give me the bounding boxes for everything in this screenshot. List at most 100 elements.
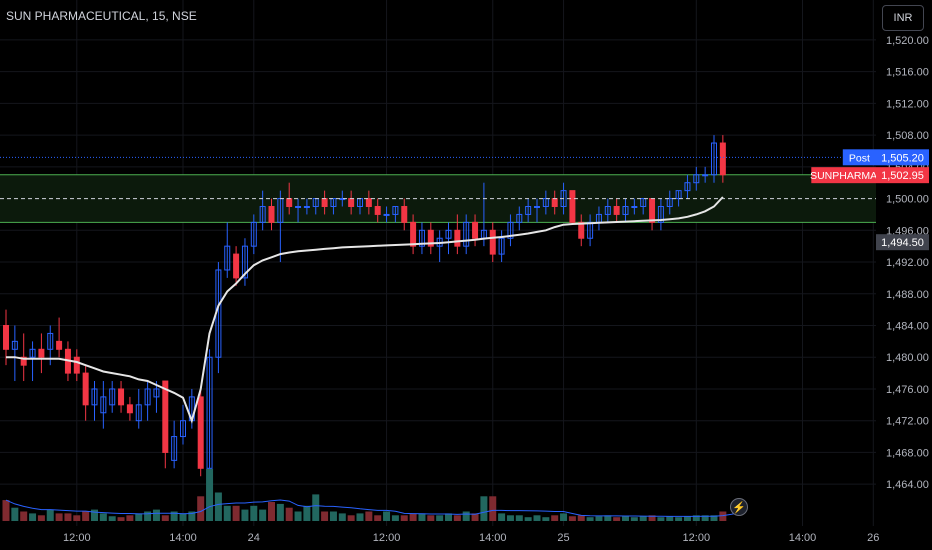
x-tick-label: 12:00 xyxy=(63,532,91,544)
volume-bar xyxy=(2,500,10,521)
candle-body xyxy=(118,388,125,406)
candle-body xyxy=(472,221,479,239)
volume-bar xyxy=(29,513,37,521)
candle-body xyxy=(463,221,470,247)
volume-bar xyxy=(108,516,116,521)
volume-bar xyxy=(533,515,541,521)
candle-body xyxy=(82,372,89,406)
volume-bar xyxy=(294,511,302,521)
y-tick-label: 1,488.00 xyxy=(886,289,929,301)
candle-body xyxy=(578,221,585,239)
volume-bar xyxy=(20,511,28,521)
volume-bar xyxy=(223,505,231,521)
volume-bar xyxy=(338,513,346,521)
volume-bar xyxy=(161,515,169,521)
volume-bar xyxy=(46,509,54,521)
volume-bar xyxy=(383,511,391,521)
vwap-layer xyxy=(6,196,724,424)
post-price-tag-bg xyxy=(842,149,876,166)
volume-bar xyxy=(489,496,497,521)
volume-bar xyxy=(91,509,98,521)
volume-bar xyxy=(453,515,461,521)
y-tick-label: 1,484.00 xyxy=(886,321,929,333)
volume-bar xyxy=(683,516,691,521)
candle-body xyxy=(427,229,434,247)
candle-body xyxy=(489,229,496,255)
volume-bar xyxy=(719,511,727,521)
volume-bar xyxy=(445,513,452,521)
candle-body xyxy=(401,206,408,223)
candle-body xyxy=(622,206,629,215)
volume-bar xyxy=(515,515,523,521)
post-price-tag-label: Post xyxy=(849,152,870,164)
y-tick-label: 1,500.00 xyxy=(886,194,929,206)
symbol-title[interactable]: SUN PHARMACEUTICAL, 15, NSE xyxy=(6,9,197,23)
volume-bar xyxy=(312,494,320,521)
candle-body xyxy=(445,229,452,239)
y-tick-label: 1,480.00 xyxy=(886,352,929,364)
volume-bar xyxy=(55,513,63,521)
volume-bar xyxy=(506,515,514,521)
volume-bar xyxy=(666,516,674,521)
candle-body xyxy=(684,182,691,192)
post-price-value-bg xyxy=(876,149,929,166)
candle-body xyxy=(649,198,656,223)
volume-bar xyxy=(613,517,621,521)
x-tick-label: 14:00 xyxy=(789,532,817,544)
candle-body xyxy=(250,221,257,247)
volume-bar xyxy=(675,517,683,521)
y-tick-label: 1,520.00 xyxy=(886,35,929,47)
volume-bar xyxy=(197,496,205,521)
last-price-value-label: 1,502.95 xyxy=(881,170,924,182)
candle-body xyxy=(286,198,293,207)
lightning-icon[interactable]: ⚡ xyxy=(730,498,748,516)
volume-bar xyxy=(356,513,364,521)
volume-bar xyxy=(365,511,373,521)
price-axis[interactable] xyxy=(876,0,932,526)
time-axis[interactable] xyxy=(0,526,932,550)
price-tags: Post 1,505.20 SUNPHARMA 1,502.95 1,494.50 xyxy=(810,149,929,251)
volume-bar xyxy=(329,511,337,521)
volume-bar xyxy=(551,515,559,521)
y-tick-label: 1,468.00 xyxy=(886,447,929,459)
candle-body xyxy=(534,206,540,208)
candle-body xyxy=(241,245,248,279)
volume-bar xyxy=(524,517,532,521)
candle-body xyxy=(657,206,664,223)
candle-body xyxy=(20,356,27,366)
volume-bar xyxy=(206,468,214,521)
candle-body xyxy=(348,198,355,207)
currency-button[interactable]: INR xyxy=(882,5,924,31)
volume-bar xyxy=(135,513,143,521)
candle-body xyxy=(171,436,178,461)
last-price-tag-label: SUNPHARMA xyxy=(810,170,877,182)
candle-body xyxy=(144,388,151,406)
volume-bar xyxy=(568,516,576,521)
candle-body xyxy=(100,396,107,414)
x-tick-label: 24 xyxy=(248,532,260,544)
volume-bar xyxy=(639,516,647,521)
volume-bar xyxy=(214,492,222,521)
x-tick-label: 12:00 xyxy=(373,532,401,544)
x-tick-label: 25 xyxy=(557,532,569,544)
volume-bar xyxy=(418,513,426,521)
volume-bar xyxy=(710,515,718,521)
candle-body xyxy=(38,348,45,358)
volume-bar xyxy=(391,515,399,521)
x-tick-label: 14:00 xyxy=(479,532,507,544)
volume-bar xyxy=(692,515,700,521)
candle-body xyxy=(693,174,700,184)
volume-bar xyxy=(188,511,196,521)
volume-bar xyxy=(586,517,594,521)
volume-layer xyxy=(2,468,741,521)
candle-body xyxy=(126,404,133,414)
x-axis-labels: 12:0014:002412:0014:002512:0014:002612:0… xyxy=(63,532,879,544)
x-tick-label: 26 xyxy=(867,532,879,544)
candle-body xyxy=(719,142,726,176)
volume-bar xyxy=(471,513,479,521)
volume-bar xyxy=(595,516,603,521)
candle-body xyxy=(91,388,98,406)
volume-bar xyxy=(604,515,612,521)
candle-body xyxy=(666,198,673,207)
volume-bar xyxy=(321,511,329,521)
